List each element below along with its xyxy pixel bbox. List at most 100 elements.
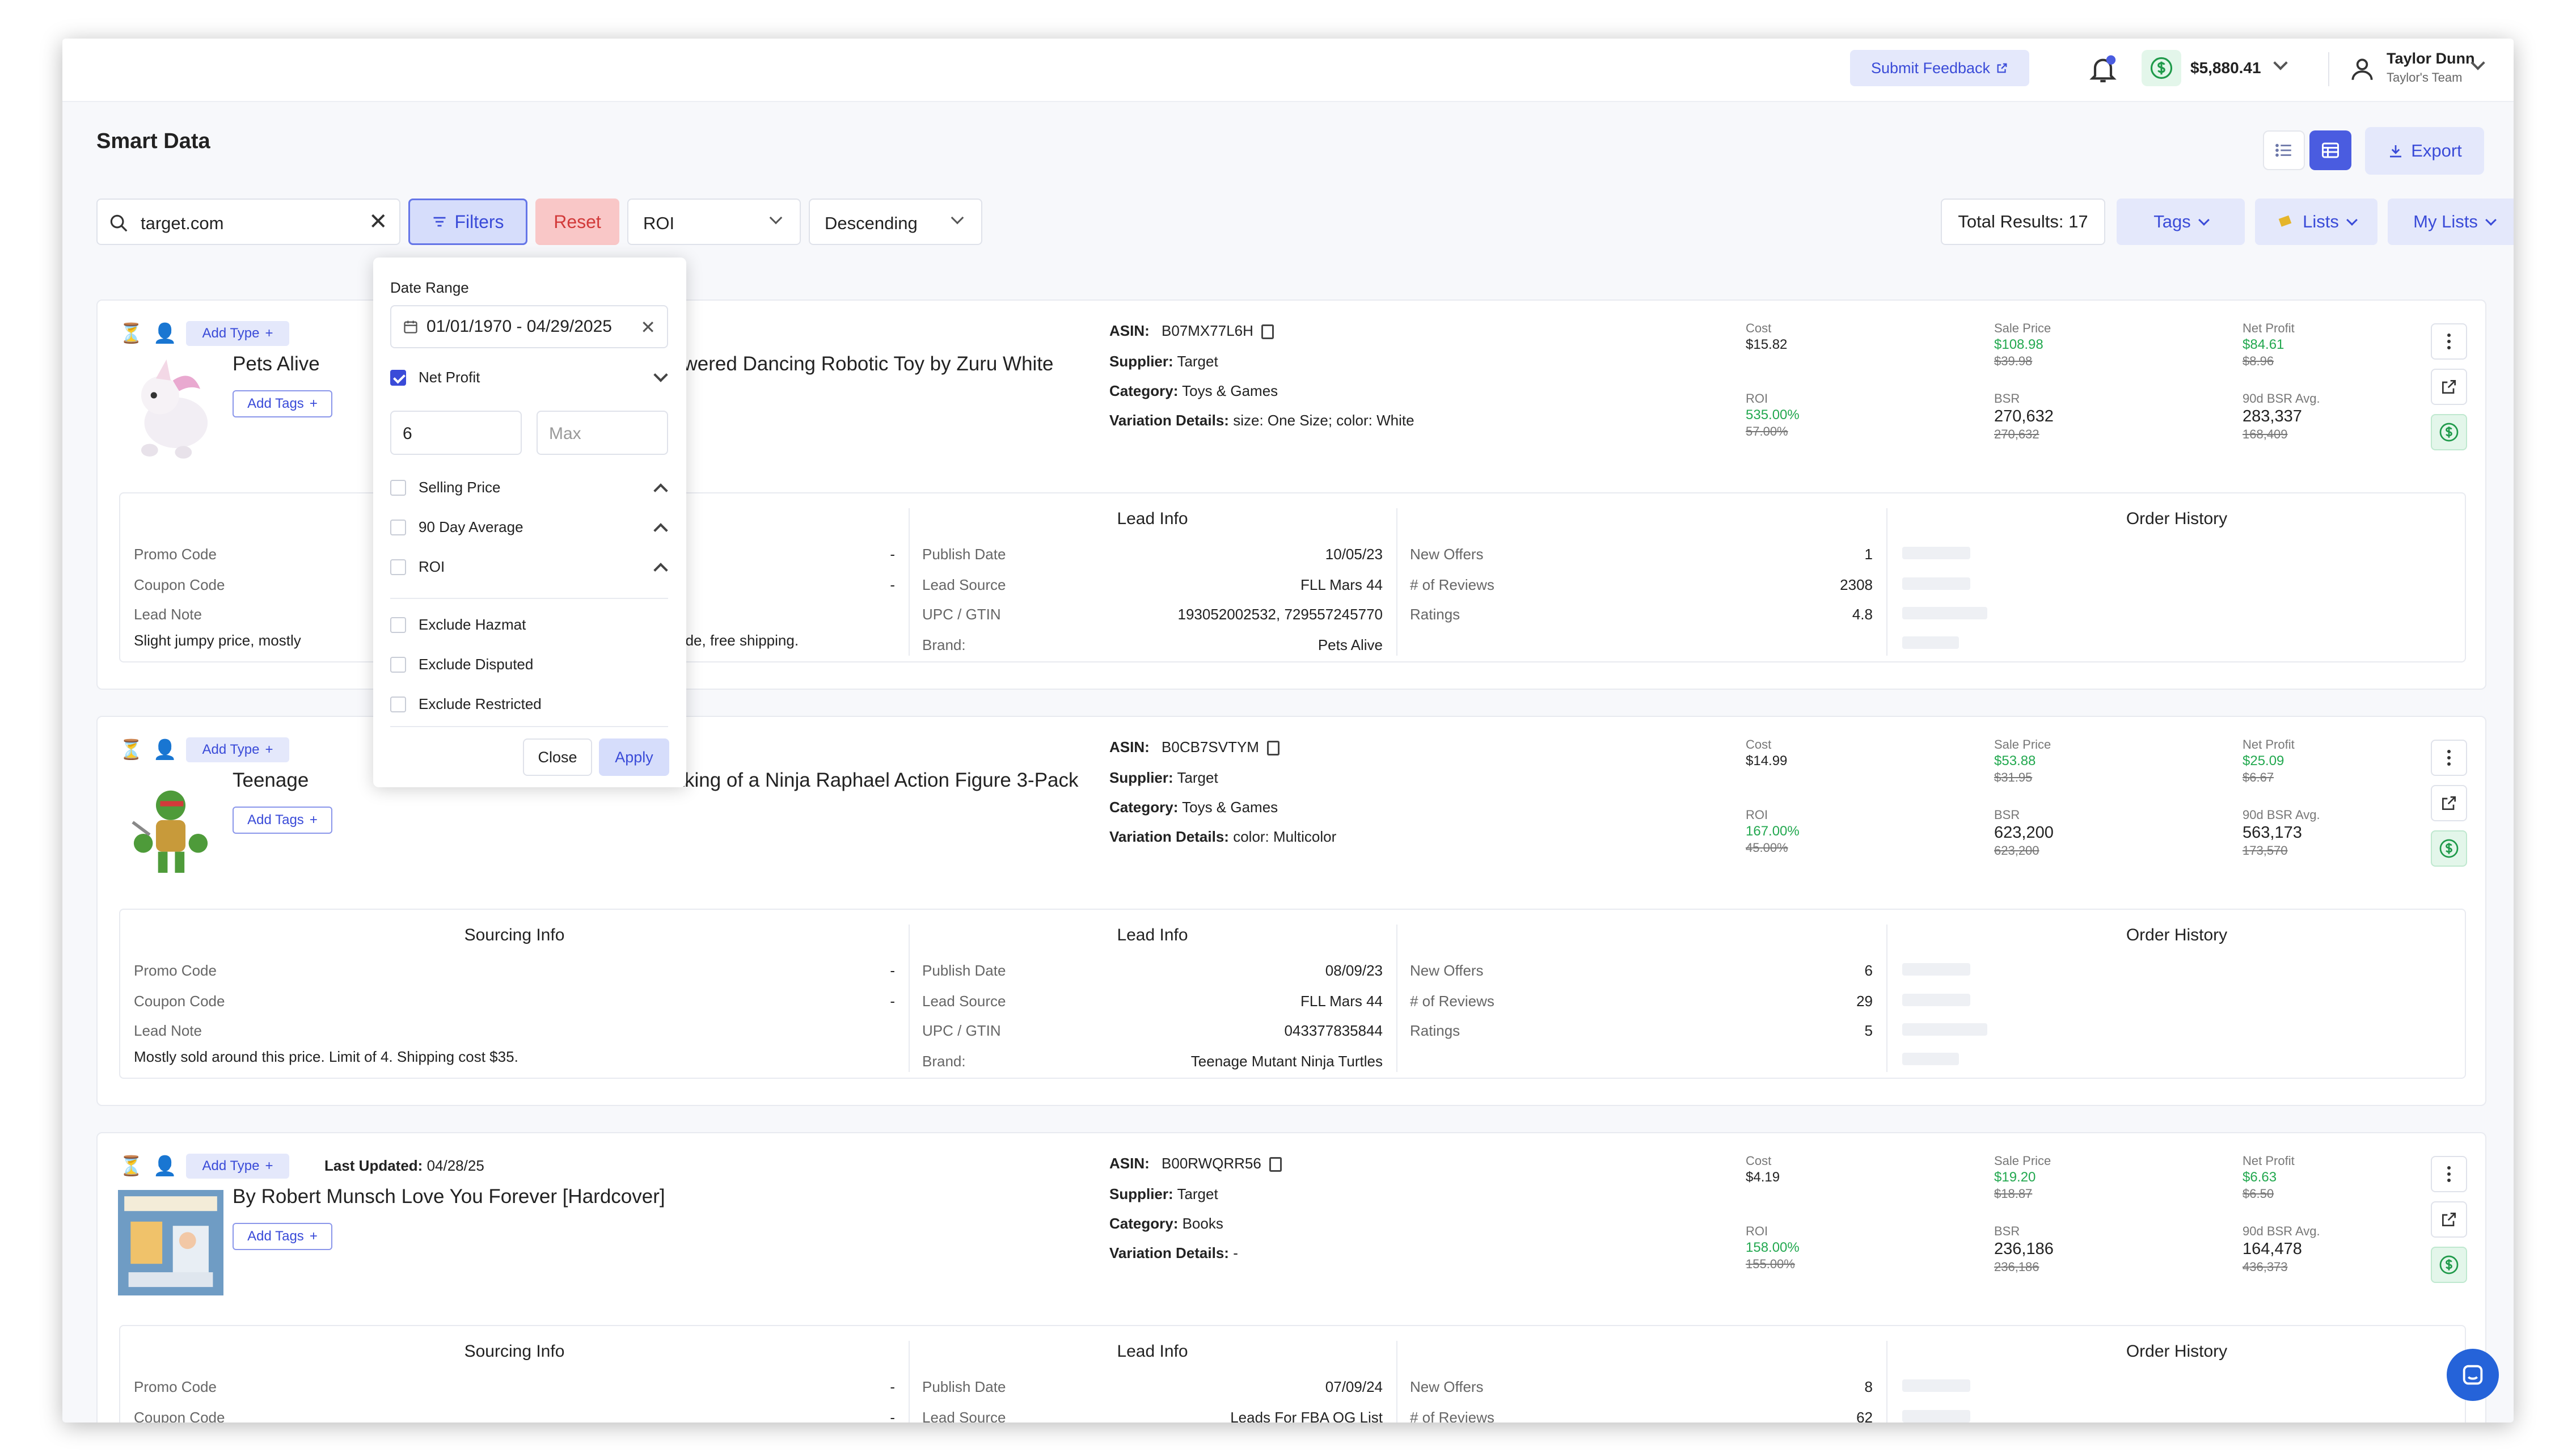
my-lists-dropdown[interactable]: My Lists bbox=[2388, 199, 2514, 245]
hourglass-icon[interactable]: ⏳ bbox=[119, 1155, 143, 1177]
checkbox[interactable] bbox=[390, 696, 406, 712]
roi-checkbox[interactable]: ROI bbox=[390, 558, 445, 576]
lists-dropdown[interactable]: Lists bbox=[2255, 199, 2377, 245]
product-title[interactable]: Pets Alive ttery-Powered Dancing Robotic … bbox=[233, 353, 1054, 375]
reset-button[interactable]: Reset bbox=[535, 199, 619, 245]
balance-chevron-down-icon[interactable] bbox=[2273, 56, 2288, 70]
exclude-disputed-checkbox[interactable]: Exclude Disputed bbox=[390, 656, 533, 673]
user-team[interactable]: Taylor's Team bbox=[2387, 70, 2463, 85]
lead-source-row: Lead Source FLL Mars 44 bbox=[922, 993, 1383, 1010]
bsr-previous: 623,200 bbox=[1994, 843, 2039, 858]
notification-bell-icon[interactable] bbox=[2087, 53, 2119, 85]
clear-search-icon[interactable]: ✕ bbox=[369, 209, 388, 234]
selling-price-checkbox[interactable]: Selling Price bbox=[390, 479, 501, 496]
exclude-hazmat-label: Exclude Hazmat bbox=[419, 616, 526, 633]
divider bbox=[909, 925, 910, 1072]
plus-icon: + bbox=[309, 812, 318, 828]
reviews-value: 62 bbox=[1856, 1409, 1873, 1423]
net-profit-checkbox[interactable]: Net Profit bbox=[390, 369, 480, 386]
open-external-button[interactable] bbox=[2431, 1201, 2467, 1238]
list-view-button[interactable] bbox=[2263, 130, 2305, 170]
apply-button[interactable]: Apply bbox=[599, 738, 669, 776]
search-input[interactable]: target.com ✕ bbox=[96, 199, 400, 245]
external-link-icon bbox=[1997, 63, 2007, 73]
product-image bbox=[141, 359, 208, 459]
roi-label: ROI bbox=[1746, 391, 1768, 406]
exclude-hazmat-checkbox[interactable]: Exclude Hazmat bbox=[390, 616, 526, 634]
blurred-order bbox=[1902, 1379, 1970, 1392]
copy-icon[interactable] bbox=[1266, 741, 1279, 756]
promo-code-label: Promo Code bbox=[134, 1378, 217, 1395]
net-profit-min-input[interactable]: 6 bbox=[390, 411, 522, 455]
hourglass-icon[interactable]: ⏳ bbox=[119, 323, 143, 344]
copy-icon[interactable] bbox=[1261, 324, 1274, 340]
product-title[interactable]: By Robert Munsch Love You Forever [Hardc… bbox=[233, 1185, 665, 1208]
lead-source-label: Lead Source bbox=[922, 1409, 1006, 1423]
open-external-button[interactable] bbox=[2431, 785, 2467, 821]
order-history: Order History bbox=[1886, 493, 2467, 661]
add-tags-button[interactable]: Add Tags + bbox=[233, 1223, 332, 1250]
dollar-button[interactable] bbox=[2431, 414, 2467, 450]
clear-date-icon[interactable]: ✕ bbox=[640, 317, 656, 337]
avg90-checkbox[interactable]: 90 Day Average bbox=[390, 518, 523, 536]
close-button[interactable]: Close bbox=[523, 738, 592, 776]
checkbox[interactable] bbox=[390, 656, 406, 673]
chat-launcher-button[interactable] bbox=[2447, 1349, 2499, 1401]
roi-metric: ROI 158.00% 155.00% bbox=[1746, 1224, 1800, 1272]
external-link-icon bbox=[2442, 796, 2456, 810]
add-user-icon[interactable]: 👤 bbox=[153, 323, 178, 344]
more-options-button[interactable] bbox=[2431, 1156, 2467, 1192]
chevron-down-icon[interactable] bbox=[653, 368, 668, 382]
cost-value: $14.99 bbox=[1746, 753, 1788, 769]
reviews-value: 2308 bbox=[1840, 576, 1873, 593]
checkbox[interactable] bbox=[390, 479, 406, 496]
add-tags-button[interactable]: Add Tags + bbox=[233, 807, 332, 834]
add-type-button[interactable]: Add Type + bbox=[186, 1154, 289, 1179]
exclude-restricted-checkbox[interactable]: Exclude Restricted bbox=[390, 695, 542, 713]
category-value: Toys & Games bbox=[1182, 799, 1278, 816]
sort-field-select[interactable]: ROI bbox=[627, 199, 801, 245]
product-title[interactable]: Teenage em Making of a Ninja Raphael Acti… bbox=[233, 769, 1079, 792]
publish-date-value: 08/09/23 bbox=[1325, 962, 1383, 979]
net-profit-value: $84.61 bbox=[2243, 337, 2284, 352]
add-type-button[interactable]: Add Type + bbox=[186, 321, 289, 346]
chevron-up-icon[interactable] bbox=[653, 483, 668, 498]
date-range-input[interactable]: 01/01/1970 - 04/29/2025 ✕ bbox=[390, 305, 668, 348]
lead-source-value: FLL Mars 44 bbox=[1300, 576, 1383, 593]
divider bbox=[2328, 52, 2329, 86]
net-profit-max-input[interactable]: Max bbox=[537, 411, 668, 455]
submit-feedback-button[interactable]: Submit Feedback bbox=[1850, 50, 2029, 86]
dollar-button[interactable] bbox=[2431, 1247, 2467, 1283]
add-user-icon[interactable]: 👤 bbox=[153, 1155, 178, 1177]
chevron-up-icon[interactable] bbox=[653, 563, 668, 577]
asin-row: ASIN: B00RWQRR56 bbox=[1109, 1155, 1282, 1172]
checkbox[interactable] bbox=[390, 559, 406, 575]
add-type-button[interactable]: Add Type + bbox=[186, 737, 289, 762]
more-options-button[interactable] bbox=[2431, 323, 2467, 360]
open-external-button[interactable] bbox=[2431, 369, 2467, 405]
balance-amount[interactable]: $5,880.41 bbox=[2190, 59, 2261, 77]
promo-code-value: - bbox=[890, 962, 895, 979]
add-user-icon[interactable]: 👤 bbox=[153, 739, 178, 761]
lead-info-title: Lead Info bbox=[1117, 509, 1188, 528]
chevron-up-icon[interactable] bbox=[653, 523, 668, 538]
hourglass-icon[interactable]: ⏳ bbox=[119, 739, 143, 761]
export-label: Export bbox=[2411, 141, 2462, 161]
checkbox[interactable] bbox=[390, 617, 406, 633]
user-icon[interactable] bbox=[2348, 52, 2376, 86]
checkbox[interactable] bbox=[390, 519, 406, 535]
table-view-button[interactable] bbox=[2309, 130, 2351, 170]
balance-icon[interactable] bbox=[2142, 50, 2181, 86]
user-name[interactable]: Taylor Dunn bbox=[2387, 50, 2475, 67]
dollar-button[interactable] bbox=[2431, 830, 2467, 867]
add-tags-button[interactable]: Add Tags + bbox=[233, 390, 332, 417]
export-button[interactable]: Export bbox=[2365, 127, 2484, 175]
sort-order-select[interactable]: Descending bbox=[809, 199, 982, 245]
filters-button[interactable]: Filters bbox=[408, 199, 527, 245]
more-options-button[interactable] bbox=[2431, 740, 2467, 776]
tags-dropdown[interactable]: Tags bbox=[2117, 199, 2245, 245]
search-value[interactable]: target.com bbox=[141, 213, 224, 233]
coupon-code-label: Coupon Code bbox=[134, 576, 225, 593]
copy-icon[interactable] bbox=[1269, 1157, 1282, 1172]
checkbox-checked[interactable] bbox=[390, 369, 406, 386]
